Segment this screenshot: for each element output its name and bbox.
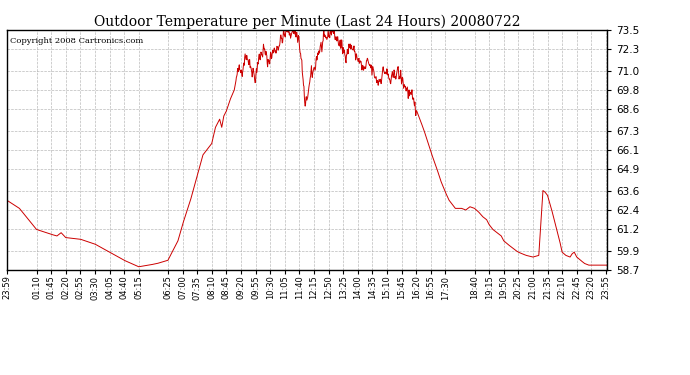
Text: Copyright 2008 Cartronics.com: Copyright 2008 Cartronics.com [10,37,143,45]
Title: Outdoor Temperature per Minute (Last 24 Hours) 20080722: Outdoor Temperature per Minute (Last 24 … [94,15,520,29]
